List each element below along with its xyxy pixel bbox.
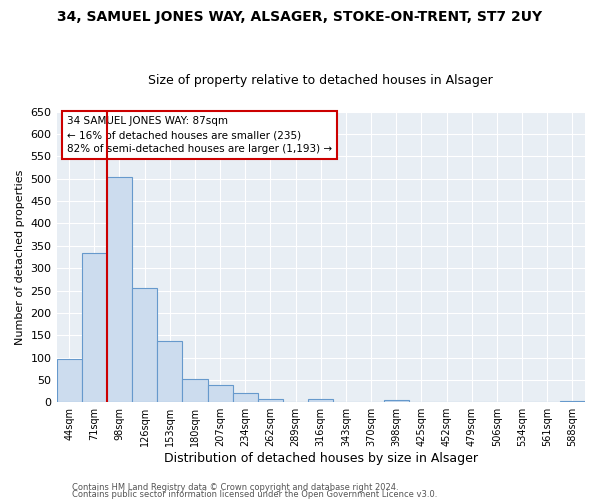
Bar (157, 341, 182, 402)
Text: 34, SAMUEL JONES WAY, ALSAGER, STOKE-ON-TRENT, ST7 2UY: 34, SAMUEL JONES WAY, ALSAGER, STOKE-ON-… (58, 10, 542, 24)
Title: Size of property relative to detached houses in Alsager: Size of property relative to detached ho… (148, 74, 493, 87)
Bar (107, 176, 132, 402)
Bar (182, 378, 208, 402)
Bar (82, 252, 107, 402)
Bar (258, 398, 283, 402)
Bar (383, 400, 409, 402)
Bar (208, 385, 233, 402)
Text: Contains HM Land Registry data © Crown copyright and database right 2024.: Contains HM Land Registry data © Crown c… (72, 484, 398, 492)
Y-axis label: Number of detached properties: Number of detached properties (15, 170, 25, 344)
Text: Contains public sector information licensed under the Open Government Licence v3: Contains public sector information licen… (72, 490, 437, 499)
Text: 34 SAMUEL JONES WAY: 87sqm
← 16% of detached houses are smaller (235)
82% of sem: 34 SAMUEL JONES WAY: 87sqm ← 16% of deta… (67, 116, 332, 154)
Bar (56, 359, 82, 402)
Bar (560, 401, 585, 402)
X-axis label: Distribution of detached houses by size in Alsager: Distribution of detached houses by size … (164, 452, 478, 465)
Bar (233, 393, 258, 402)
Bar (308, 398, 334, 402)
Bar (132, 288, 157, 402)
